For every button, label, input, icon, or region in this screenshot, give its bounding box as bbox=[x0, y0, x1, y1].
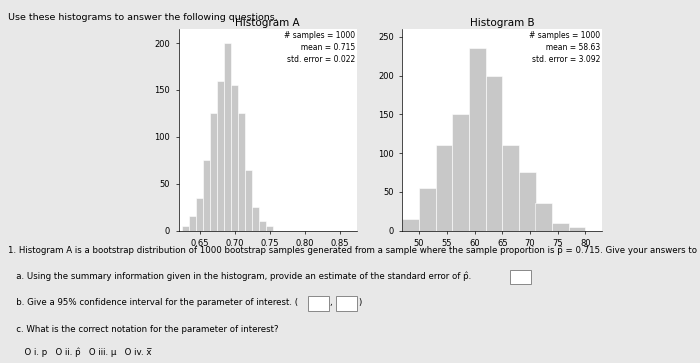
Text: c. What is the correct notation for the parameter of interest?: c. What is the correct notation for the … bbox=[8, 325, 279, 334]
Bar bbox=[266, 226, 273, 231]
Bar bbox=[502, 145, 519, 231]
Bar bbox=[245, 170, 252, 231]
Title: Histogram A: Histogram A bbox=[235, 18, 300, 28]
Bar bbox=[469, 48, 486, 231]
Text: Use these histograms to answer the following questions.: Use these histograms to answer the follo… bbox=[8, 13, 278, 22]
Bar bbox=[568, 227, 585, 231]
Bar bbox=[231, 85, 238, 231]
Bar bbox=[486, 76, 502, 231]
Title: Histogram B: Histogram B bbox=[470, 18, 535, 28]
Text: O i. p   O ii. p̂   O iii. μ   O iv. x̅: O i. p O ii. p̂ O iii. μ O iv. x̅ bbox=[8, 347, 152, 356]
Bar bbox=[435, 145, 452, 231]
Bar bbox=[419, 188, 435, 231]
Bar bbox=[259, 221, 266, 231]
Text: 1. Histogram A is a bootstrap distribution of 1000 bootstrap samples generated f: 1. Histogram A is a bootstrap distributi… bbox=[8, 245, 700, 254]
Bar bbox=[203, 160, 210, 231]
Bar bbox=[182, 226, 189, 231]
Bar bbox=[217, 81, 224, 231]
Bar bbox=[536, 203, 552, 231]
Text: ): ) bbox=[358, 298, 362, 307]
Text: b. Give a 95% confidence interval for the parameter of interest. (: b. Give a 95% confidence interval for th… bbox=[8, 298, 298, 307]
Bar bbox=[552, 223, 568, 231]
Bar bbox=[189, 216, 196, 231]
Bar bbox=[210, 113, 217, 231]
Bar bbox=[519, 172, 536, 231]
Bar bbox=[402, 219, 419, 231]
Bar bbox=[252, 207, 259, 231]
Bar bbox=[238, 113, 245, 231]
Bar bbox=[224, 43, 231, 231]
Bar bbox=[196, 198, 203, 231]
Text: a. Using the summary information given in the histogram, provide an estimate of : a. Using the summary information given i… bbox=[8, 272, 472, 281]
Bar bbox=[452, 114, 469, 231]
Text: # samples = 1000
  mean = 0.715
std. error = 0.022: # samples = 1000 mean = 0.715 std. error… bbox=[284, 31, 355, 64]
Text: ,: , bbox=[330, 298, 332, 307]
Text: # samples = 1000
  mean = 58.63
std. error = 3.092: # samples = 1000 mean = 58.63 std. error… bbox=[529, 31, 600, 64]
